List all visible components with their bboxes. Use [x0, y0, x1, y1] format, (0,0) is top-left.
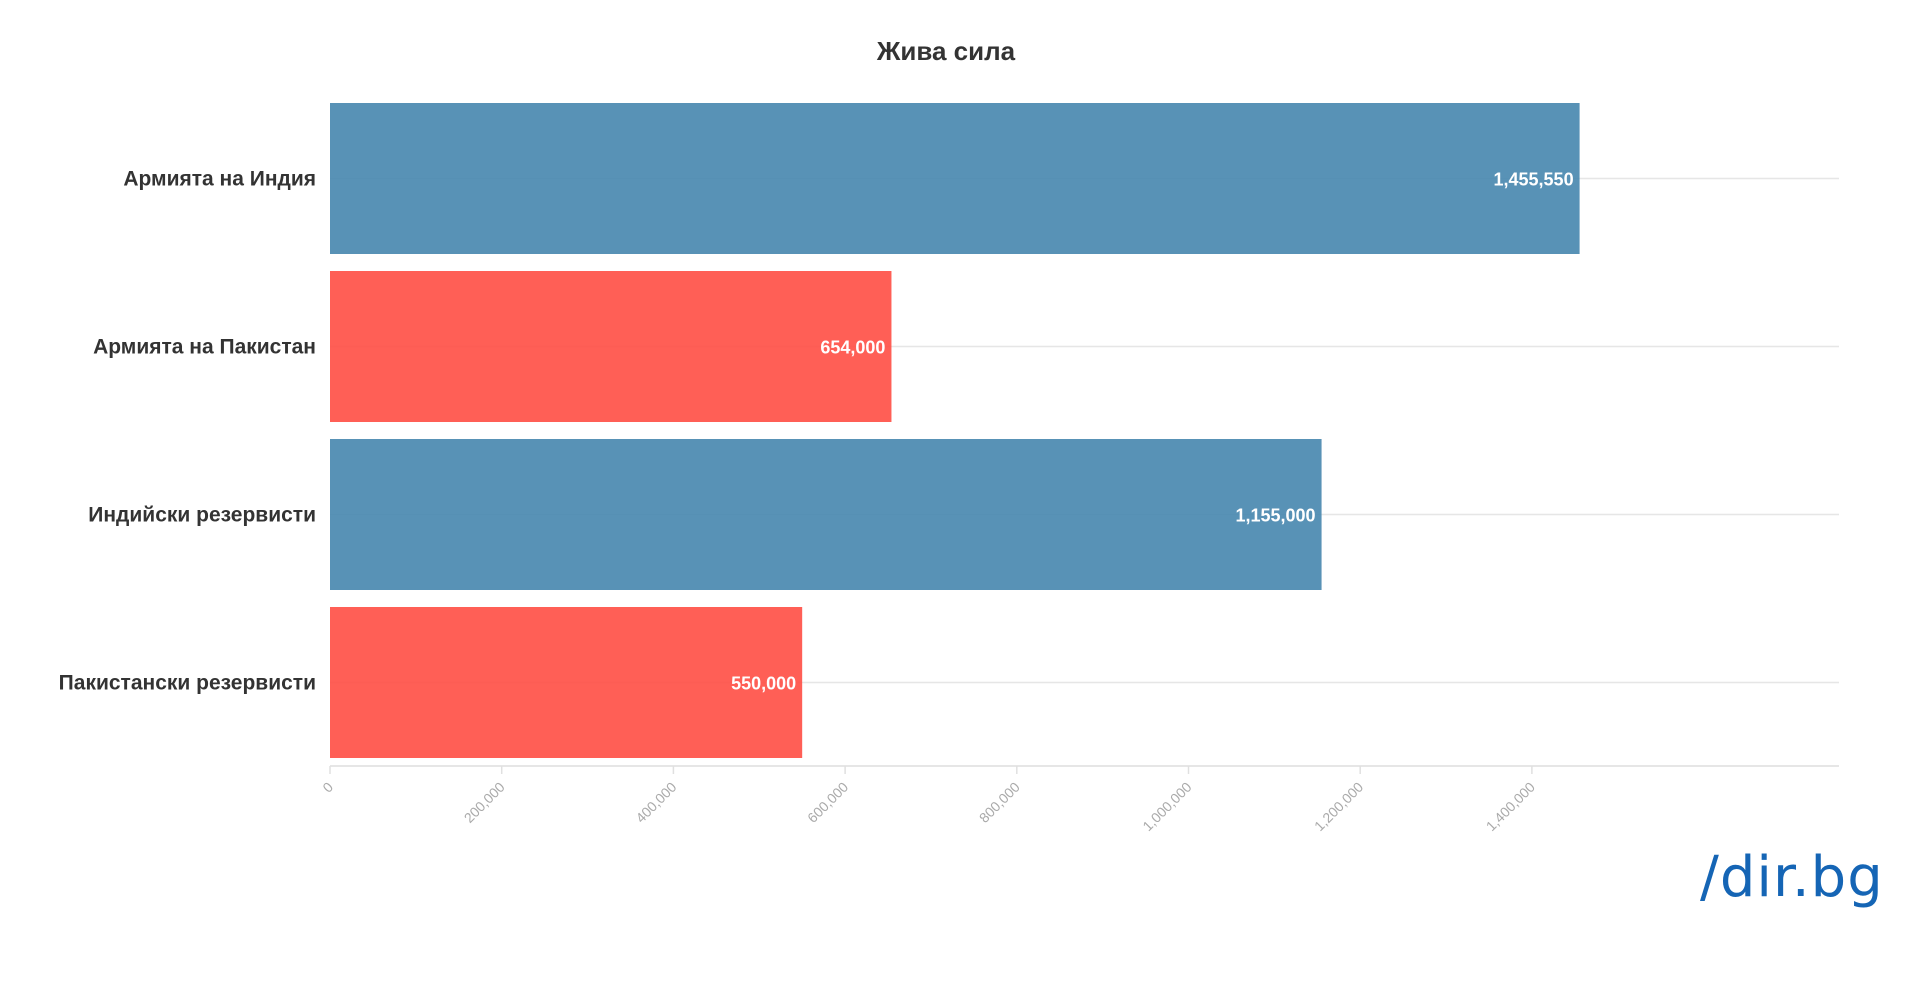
- category-label: Пакистански резервисти: [59, 672, 316, 695]
- value-label: 1,155,000: [1235, 506, 1315, 526]
- x-tick-label: 400,000: [632, 779, 679, 826]
- value-label: 654,000: [820, 338, 885, 358]
- value-label: 1,455,550: [1494, 170, 1574, 190]
- dir-bg-logo: /dir.bg: [1700, 845, 1884, 910]
- category-label: Армията на Пакистан: [93, 336, 316, 359]
- x-tick-label: 1,000,000: [1139, 779, 1195, 835]
- x-tick-label: 600,000: [804, 779, 851, 826]
- category-label: Армията на Индия: [123, 168, 316, 191]
- value-label: 550,000: [731, 674, 796, 694]
- category-label: Индийски резервисти: [88, 504, 316, 527]
- x-tick-label: 200,000: [461, 779, 508, 826]
- bar: [330, 607, 803, 758]
- chart-title: Жива сила: [876, 36, 1016, 66]
- x-tick-label: 1,400,000: [1483, 779, 1539, 835]
- bar: [330, 103, 1580, 254]
- x-tick-label: 1,200,000: [1311, 779, 1367, 835]
- x-tick-label: 800,000: [976, 779, 1023, 826]
- bar: [330, 271, 892, 422]
- x-tick-label: 0: [319, 779, 336, 796]
- bar: [330, 439, 1322, 590]
